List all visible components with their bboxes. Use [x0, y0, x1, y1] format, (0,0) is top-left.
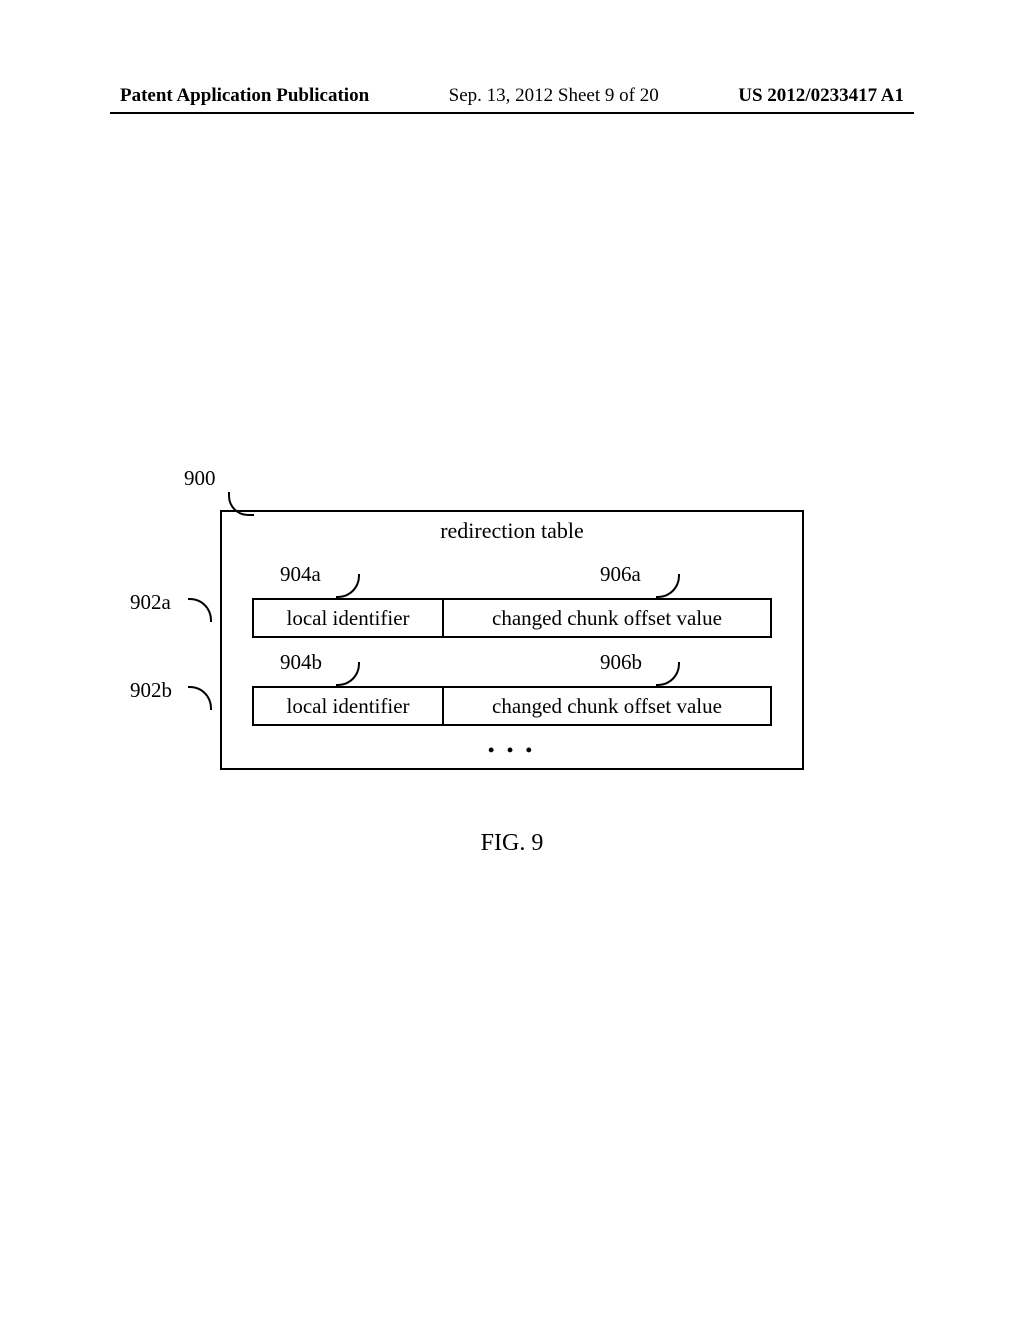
- cell-offset-value: changed chunk offset value: [444, 688, 770, 724]
- ref-902b: 902b: [130, 678, 172, 703]
- cell-local-identifier: local identifier: [254, 688, 444, 724]
- page-header: Patent Application Publication Sep. 13, …: [0, 85, 1024, 107]
- ref-904a: 904a: [280, 562, 321, 587]
- table-row: local identifier changed chunk offset va…: [252, 598, 772, 638]
- table-title: redirection table: [220, 518, 804, 544]
- cell-offset-value: changed chunk offset value: [444, 600, 770, 636]
- table-row: local identifier changed chunk offset va…: [252, 686, 772, 726]
- ref-906a: 906a: [600, 562, 641, 587]
- ref-900: 900: [184, 466, 216, 491]
- header-center: Sep. 13, 2012 Sheet 9 of 20: [449, 85, 659, 107]
- outer-box: [220, 510, 804, 770]
- leader-902b: [188, 686, 212, 710]
- figure-9: 900 redirection table 902a 904a 906a loc…: [0, 470, 1024, 857]
- figure-caption: FIG. 9: [0, 830, 1024, 857]
- header-right: US 2012/0233417 A1: [738, 85, 904, 107]
- ellipsis: • • •: [220, 740, 804, 761]
- header-rule: [110, 112, 914, 114]
- ref-906b: 906b: [600, 650, 642, 675]
- header-left: Patent Application Publication: [120, 85, 369, 107]
- leader-902a: [188, 598, 212, 622]
- ref-904b: 904b: [280, 650, 322, 675]
- ref-902a: 902a: [130, 590, 171, 615]
- redirection-table-diagram: 900 redirection table 902a 904a 906a loc…: [220, 470, 804, 770]
- cell-local-identifier: local identifier: [254, 600, 444, 636]
